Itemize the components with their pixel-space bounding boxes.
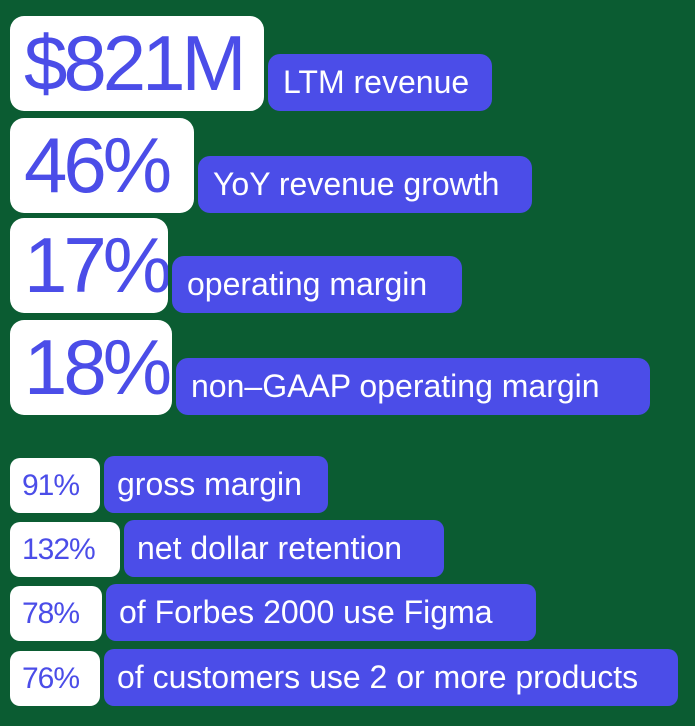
stat-label: of customers use 2 or more products [104,649,678,706]
stat-value: 91% [10,458,100,513]
stat-label: non–GAAP operating margin [176,358,650,415]
stat-row-forbes-2000: 78% of Forbes 2000 use Figma [10,584,536,641]
stat-row-net-dollar-retention: 132% net dollar retention [10,520,444,577]
stat-label: gross margin [104,456,328,513]
stat-label: operating margin [172,256,462,313]
stat-value: $821M [10,16,264,111]
stat-value: 132% [10,522,120,577]
stat-row-ltm-revenue: $821M LTM revenue [10,16,492,111]
stat-label: net dollar retention [124,520,444,577]
stat-label: LTM revenue [268,54,492,111]
stat-row-gross-margin: 91% gross margin [10,456,328,513]
stat-row-multi-product: 76% of customers use 2 or more products [10,649,678,706]
stat-value: 18% [10,320,172,415]
stat-row-yoy-growth: 46% YoY revenue growth [10,118,532,213]
stat-label: YoY revenue growth [198,156,532,213]
stat-row-operating-margin: 17% operating margin [10,218,462,313]
stat-value: 17% [10,218,168,313]
stat-label: of Forbes 2000 use Figma [106,584,536,641]
stat-value: 46% [10,118,194,213]
stat-value: 76% [10,651,100,706]
stat-value: 78% [10,586,102,641]
stat-row-non-gaap-margin: 18% non–GAAP operating margin [10,320,650,415]
